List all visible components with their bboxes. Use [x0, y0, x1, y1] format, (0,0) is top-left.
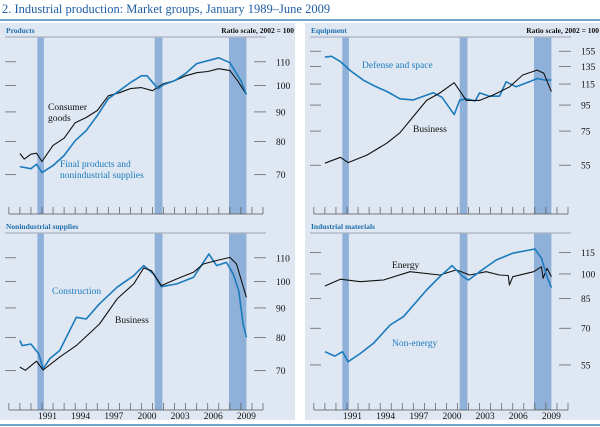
panel-title: Industrial materials [311, 222, 375, 231]
recession-band [154, 37, 163, 214]
y-tick-label: 110 [276, 58, 290, 68]
panel-nonindustrial-supplies: Nonindustrial supplies 70 80 90 100 110 1991 19… [0, 219, 295, 422]
recession-band [154, 233, 163, 410]
series-line-business [324, 69, 552, 164]
x-tick-label: 1994 [71, 412, 90, 422]
y-tick-label: 80 [276, 138, 286, 148]
y-tick-label: 75 [581, 128, 591, 138]
panel-products: Products Ratio scale, 2002 = 100 70 80 90 100… [0, 23, 295, 220]
recession-band [459, 37, 468, 214]
y-tick-label: 90 [276, 304, 286, 314]
x-tick-label: 2003 [476, 412, 495, 422]
x-tick-label: 1991 [38, 412, 57, 422]
panel-equipment: Equipment Ratio scale, 2002 = 100 55 75 95 11… [305, 23, 600, 220]
series-line-defense-and-space [324, 55, 552, 116]
series-line-final-products-and-nonindustrial-supplies [19, 57, 248, 174]
scale-note: Ratio scale, 2002 = 100 [526, 26, 599, 35]
y-tick-label: 55 [581, 361, 591, 371]
panel-background [0, 23, 295, 220]
recession-band [228, 233, 247, 410]
y-tick-label: 90 [276, 108, 286, 118]
x-tick-label: 2009 [237, 412, 256, 422]
series-label: Construction [52, 287, 101, 297]
y-tick-label: 100 [276, 278, 291, 288]
x-tick-label: 2000 [442, 412, 461, 422]
y-tick-label: 70 [276, 171, 286, 181]
series-label: Business [413, 125, 447, 135]
series-label: Consumer [48, 103, 88, 113]
y-tick-label: 100 [581, 270, 596, 280]
series-line-construction [19, 253, 248, 370]
figure-title: 2. Industrial production: Market groups,… [2, 2, 330, 16]
series-line-energy [324, 266, 552, 287]
x-tick-label: 2000 [137, 412, 156, 422]
panel-title: Products [6, 26, 35, 35]
x-tick-label: 1994 [376, 412, 395, 422]
series-line-business [19, 256, 247, 371]
recession-band [37, 37, 44, 214]
x-tick-label: 2003 [171, 412, 190, 422]
x-tick-label: 2006 [204, 412, 223, 422]
series-label: Non-energy [392, 339, 437, 349]
panel-industrial-materials: Industrial materials 55 70 85 100 115 1991 1994… [305, 219, 600, 422]
y-tick-label: 135 [581, 63, 596, 73]
y-tick-label: 85 [581, 295, 591, 305]
series-label: goods [48, 114, 71, 124]
panel-title: Equipment [311, 26, 347, 35]
recession-band [342, 37, 349, 214]
x-tick-label: 1991 [343, 412, 362, 422]
panel-background [305, 23, 600, 220]
y-tick-label: 115 [581, 81, 595, 91]
recession-band [533, 37, 552, 214]
series-label: Business [115, 316, 149, 326]
panel-title: Nonindustrial supplies [6, 222, 78, 231]
series-line-non-energy [324, 248, 553, 363]
recession-band [228, 37, 247, 214]
series-label: Energy [392, 261, 420, 271]
series-label: Defense and space [362, 60, 433, 71]
y-tick-label: 115 [581, 249, 595, 259]
y-tick-label: 55 [581, 162, 591, 172]
x-tick-label: 2006 [509, 412, 528, 422]
y-tick-label: 155 [581, 48, 596, 58]
series-label: Final products and [60, 160, 131, 170]
x-tick-label: 1997 [409, 412, 428, 422]
y-tick-label: 110 [276, 254, 290, 264]
series-label: nonindustrial supplies [60, 171, 144, 181]
x-tick-label: 2009 [542, 412, 561, 422]
recession-band [342, 233, 349, 410]
series-line-consumer-goods [19, 68, 247, 163]
scale-note: Ratio scale, 2002 = 100 [221, 26, 294, 35]
panel-background [305, 219, 600, 420]
y-tick-label: 70 [581, 325, 591, 335]
y-tick-label: 70 [276, 367, 286, 377]
y-tick-label: 80 [276, 334, 286, 344]
y-tick-label: 100 [276, 82, 291, 92]
y-tick-label: 95 [581, 102, 591, 112]
recession-band [459, 233, 468, 410]
recession-band [37, 233, 44, 410]
x-tick-label: 1997 [104, 412, 123, 422]
